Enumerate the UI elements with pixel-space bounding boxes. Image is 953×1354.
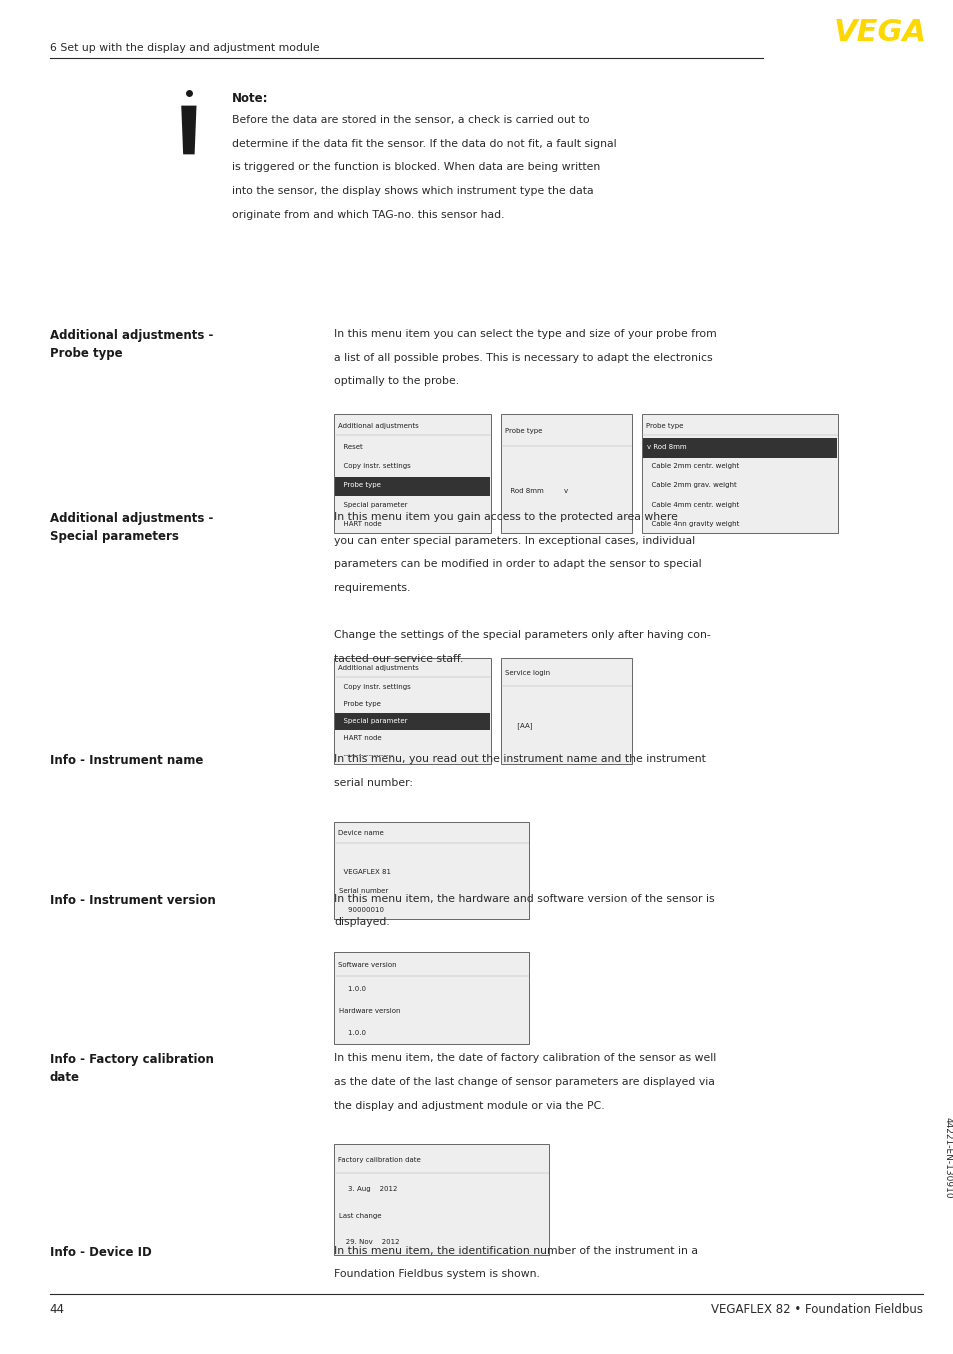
Text: In this menu item, the date of factory calibration of the sensor as well: In this menu item, the date of factory c… <box>334 1053 716 1063</box>
Text: 29. Nov    2012: 29. Nov 2012 <box>338 1239 398 1244</box>
Text: requirements.: requirements. <box>334 582 410 593</box>
Text: Last change: Last change <box>338 1212 381 1219</box>
Text: Info - Factory calibration
date: Info - Factory calibration date <box>50 1053 213 1085</box>
Text: Hardware version: Hardware version <box>338 1007 399 1014</box>
Text: is triggered or the function is blocked. When data are being written: is triggered or the function is blocked.… <box>232 162 599 172</box>
Text: into the sensor, the display shows which instrument type the data: into the sensor, the display shows which… <box>232 185 593 196</box>
Text: --------------------: -------------------- <box>338 751 393 758</box>
Text: Change the settings of the special parameters only after having con-: Change the settings of the special param… <box>334 631 710 640</box>
Text: Software version: Software version <box>337 961 395 968</box>
Text: Cable 2mm centr. weight: Cable 2mm centr. weight <box>646 463 739 470</box>
Text: displayed.: displayed. <box>334 918 389 927</box>
Text: Info - Instrument version: Info - Instrument version <box>50 894 215 907</box>
Text: 1.0.0: 1.0.0 <box>338 1030 365 1036</box>
Text: Copy instr. settings: Copy instr. settings <box>338 684 410 691</box>
Text: Cable 2mm grav. weight: Cable 2mm grav. weight <box>646 482 736 489</box>
Text: 44221-EN-130910: 44221-EN-130910 <box>943 1117 952 1198</box>
FancyBboxPatch shape <box>335 477 490 496</box>
Text: tacted our service staff.: tacted our service staff. <box>334 654 463 663</box>
FancyBboxPatch shape <box>334 822 529 919</box>
Text: Cable 4nn gravity weight: Cable 4nn gravity weight <box>646 521 739 527</box>
Text: Probe type: Probe type <box>645 422 682 429</box>
FancyBboxPatch shape <box>335 714 490 730</box>
FancyBboxPatch shape <box>334 1144 548 1255</box>
Text: determine if the data fit the sensor. If the data do not fit, a fault signal: determine if the data fit the sensor. If… <box>232 138 616 149</box>
Text: Copy instr. settings: Copy instr. settings <box>338 463 410 470</box>
Text: Info - Device ID: Info - Device ID <box>50 1246 152 1259</box>
Polygon shape <box>181 106 196 154</box>
Text: parameters can be modified in order to adapt the sensor to special: parameters can be modified in order to a… <box>334 559 700 569</box>
Text: VEGAFLEX 82 • Foundation Fieldbus: VEGAFLEX 82 • Foundation Fieldbus <box>711 1303 923 1316</box>
Text: serial number:: serial number: <box>334 777 413 788</box>
FancyBboxPatch shape <box>500 414 632 533</box>
Text: Additional adjustments: Additional adjustments <box>337 665 418 672</box>
Text: In this menu item you can select the type and size of your probe from: In this menu item you can select the typ… <box>334 329 716 338</box>
Text: VEGA: VEGA <box>833 19 926 47</box>
Text: originate from and which TAG-no. this sensor had.: originate from and which TAG-no. this se… <box>232 210 504 219</box>
Text: Special parameter: Special parameter <box>338 501 407 508</box>
Text: 1.0.0: 1.0.0 <box>338 986 365 992</box>
Text: HART node: HART node <box>338 521 381 527</box>
Text: v Rod 8mm: v Rod 8mm <box>646 444 685 450</box>
Text: Before the data are stored in the sensor, a check is carried out to: Before the data are stored in the sensor… <box>232 115 589 125</box>
Text: a list of all possible probes. This is necessary to adapt the electronics: a list of all possible probes. This is n… <box>334 352 712 363</box>
Text: In this menu, you read out the instrument name and the instrument: In this menu, you read out the instrumen… <box>334 754 705 764</box>
FancyBboxPatch shape <box>334 658 491 764</box>
Text: 44: 44 <box>50 1303 65 1316</box>
Text: 90000010: 90000010 <box>338 907 383 913</box>
FancyBboxPatch shape <box>641 414 837 533</box>
Text: Factory calibration date: Factory calibration date <box>337 1156 420 1163</box>
FancyBboxPatch shape <box>642 439 836 458</box>
Text: In this menu item you gain access to the protected area where: In this menu item you gain access to the… <box>334 512 677 521</box>
Text: Additional adjustments -
Special parameters: Additional adjustments - Special paramet… <box>50 512 213 543</box>
Text: In this menu item, the hardware and software version of the sensor is: In this menu item, the hardware and soft… <box>334 894 714 903</box>
Text: as the date of the last change of sensor parameters are displayed via: as the date of the last change of sensor… <box>334 1078 714 1087</box>
Text: Special parameter: Special parameter <box>338 718 407 724</box>
Text: Additional adjustments -
Probe type: Additional adjustments - Probe type <box>50 329 213 360</box>
FancyBboxPatch shape <box>334 414 491 533</box>
Text: Reset: Reset <box>338 444 362 450</box>
FancyBboxPatch shape <box>334 952 529 1044</box>
Text: Note:: Note: <box>232 92 268 106</box>
Text: Rod 8mm         v: Rod 8mm v <box>505 487 567 494</box>
Text: optimally to the probe.: optimally to the probe. <box>334 376 458 386</box>
Text: Device name: Device name <box>337 830 383 837</box>
Text: 6 Set up with the display and adjustment module: 6 Set up with the display and adjustment… <box>50 43 319 53</box>
Text: you can enter special parameters. In exceptional cases, individual: you can enter special parameters. In exc… <box>334 535 695 546</box>
Text: Service login: Service login <box>504 670 549 676</box>
Text: In this menu item, the identification number of the instrument in a: In this menu item, the identification nu… <box>334 1246 698 1255</box>
Text: Probe type: Probe type <box>504 428 541 435</box>
Text: [AA]: [AA] <box>505 723 532 730</box>
Text: Additional adjustments: Additional adjustments <box>337 422 418 429</box>
Text: VEGAFLEX 81: VEGAFLEX 81 <box>338 869 390 876</box>
Text: Info - Instrument name: Info - Instrument name <box>50 754 203 768</box>
Text: HART node: HART node <box>338 735 381 741</box>
Text: Cable 4mm centr. weight: Cable 4mm centr. weight <box>646 501 739 508</box>
Text: 3. Aug    2012: 3. Aug 2012 <box>338 1186 396 1192</box>
Text: Probe type: Probe type <box>338 701 380 707</box>
Text: Probe type: Probe type <box>338 482 380 489</box>
Text: the display and adjustment module or via the PC.: the display and adjustment module or via… <box>334 1101 604 1110</box>
Text: Foundation Fieldbus system is shown.: Foundation Fieldbus system is shown. <box>334 1270 539 1280</box>
FancyBboxPatch shape <box>500 658 632 764</box>
Text: Serial number: Serial number <box>338 888 388 894</box>
